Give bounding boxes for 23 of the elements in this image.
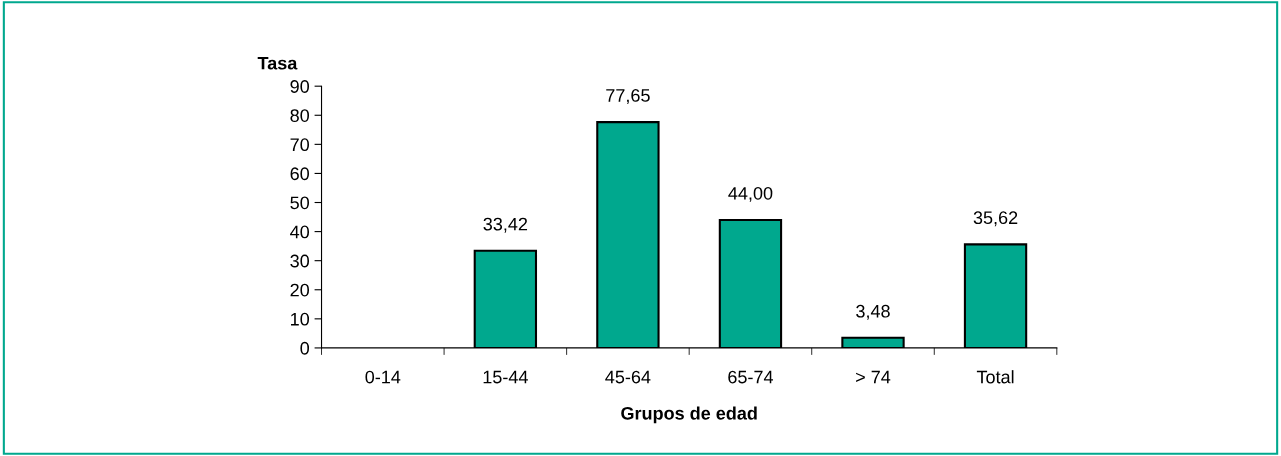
x-tick-label: 65-74 [728,370,774,384]
y-tick-label: 50 [290,196,310,210]
y-tick-label: 0 [300,341,310,355]
x-tick-label: 45-64 [605,370,651,384]
data-label: 35,62 [973,211,1018,227]
x-axis-title: Grupos de edad [621,406,757,424]
x-tick-label: > 74 [856,370,891,384]
data-label: 44,00 [728,186,773,202]
y-tick-label: 90 [290,80,310,93]
data-label: 33,42 [483,217,528,233]
y-tick-label: 80 [290,109,310,122]
x-tick-label: 0-14 [365,370,401,384]
y-tick-label: 20 [290,283,310,297]
y-tick-label: 60 [290,167,310,181]
x-tick-label: 15-44 [483,370,528,384]
y-tick-label: 70 [290,138,310,152]
data-label: 3,48 [856,304,890,320]
y-tick-label: 10 [291,312,310,326]
y-axis-title: Tasa [257,56,298,70]
y-tick-label: 40 [290,225,310,239]
data-label: 77,65 [606,89,650,104]
y-tick-label: 30 [290,254,310,268]
x-tick-label: Total [976,370,1014,384]
